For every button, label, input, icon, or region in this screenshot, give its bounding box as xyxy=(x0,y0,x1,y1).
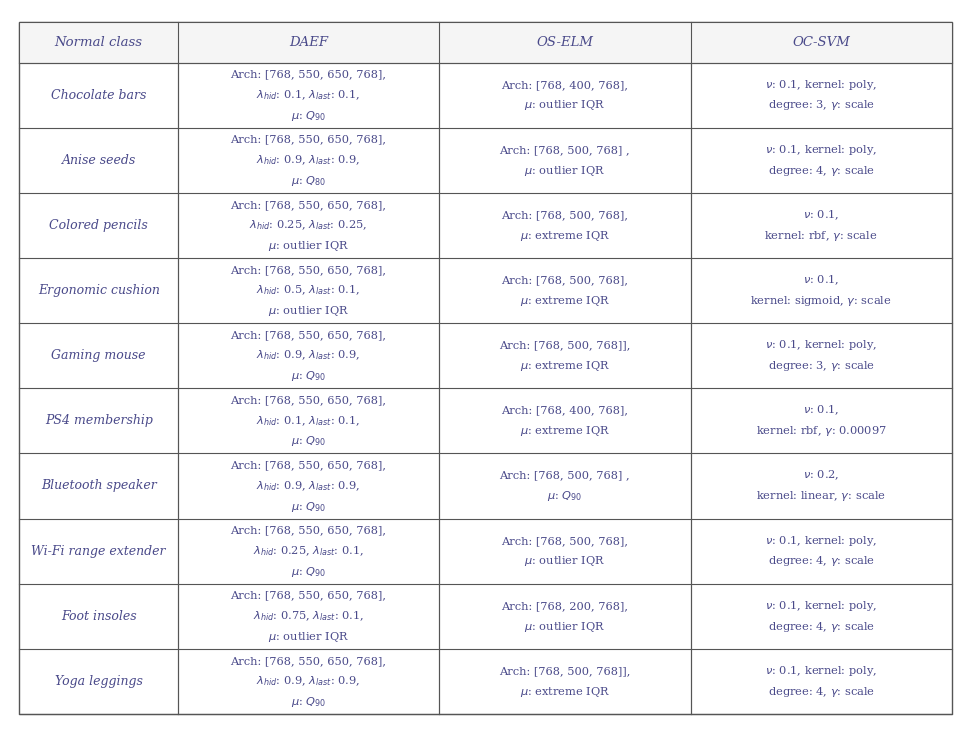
Text: Wi-Fi range extender: Wi-Fi range extender xyxy=(31,545,166,558)
Text: OC-SVM: OC-SVM xyxy=(792,36,850,49)
Text: $\mu$: outlier IQR: $\mu$: outlier IQR xyxy=(268,304,349,318)
Text: $\mu$: outlier IQR: $\mu$: outlier IQR xyxy=(524,554,605,568)
Text: Arch: [768, 500, 768]],: Arch: [768, 500, 768]], xyxy=(499,666,630,676)
Text: $\mu$: outlier IQR: $\mu$: outlier IQR xyxy=(268,239,349,253)
Text: $\nu$: 0.1, kernel: poly,: $\nu$: 0.1, kernel: poly, xyxy=(765,599,877,613)
Text: $\nu$: 0.2,: $\nu$: 0.2, xyxy=(803,469,839,482)
Text: Arch: [768, 550, 650, 768],: Arch: [768, 550, 650, 768], xyxy=(230,330,386,340)
Text: Foot insoles: Foot insoles xyxy=(61,609,137,623)
Text: $\mu$: extreme IQR: $\mu$: extreme IQR xyxy=(519,294,610,308)
Text: $\mu$: $Q_{90}$: $\mu$: $Q_{90}$ xyxy=(290,109,326,123)
Text: Colored pencils: Colored pencils xyxy=(50,219,148,232)
Text: Gaming mouse: Gaming mouse xyxy=(51,349,146,362)
Text: kernel: linear, $\gamma$: scale: kernel: linear, $\gamma$: scale xyxy=(756,489,887,503)
Text: $\mu$: $Q_{90}$: $\mu$: $Q_{90}$ xyxy=(547,489,583,503)
Text: $\nu$: 0.1, kernel: poly,: $\nu$: 0.1, kernel: poly, xyxy=(765,534,877,548)
Text: $\nu$: 0.1, kernel: poly,: $\nu$: 0.1, kernel: poly, xyxy=(765,664,877,678)
Text: degree: 4, $\gamma$: scale: degree: 4, $\gamma$: scale xyxy=(767,620,875,634)
Text: $\mu$: $Q_{90}$: $\mu$: $Q_{90}$ xyxy=(290,434,326,448)
Text: $\mu$: outlier IQR: $\mu$: outlier IQR xyxy=(524,99,605,113)
Text: DAEF: DAEF xyxy=(288,36,328,49)
Text: PS4 membership: PS4 membership xyxy=(45,414,152,428)
Text: Arch: [768, 500, 768],: Arch: [768, 500, 768], xyxy=(501,210,628,220)
Text: Arch: [768, 550, 650, 768],: Arch: [768, 550, 650, 768], xyxy=(230,526,386,536)
Text: degree: 3, $\gamma$: scale: degree: 3, $\gamma$: scale xyxy=(767,359,875,373)
Text: $\mu$: $Q_{80}$: $\mu$: $Q_{80}$ xyxy=(290,174,326,188)
Text: Arch: [768, 500, 768]],: Arch: [768, 500, 768]], xyxy=(499,340,630,350)
Text: $\mu$: $Q_{90}$: $\mu$: $Q_{90}$ xyxy=(290,369,326,383)
Text: Bluetooth speaker: Bluetooth speaker xyxy=(41,479,156,492)
Text: Arch: [768, 500, 768] ,: Arch: [768, 500, 768] , xyxy=(499,145,630,155)
Text: $\nu$: 0.1, kernel: poly,: $\nu$: 0.1, kernel: poly, xyxy=(765,78,877,92)
Text: $\mu$: extreme IQR: $\mu$: extreme IQR xyxy=(519,684,610,698)
Text: Arch: [768, 550, 650, 768],: Arch: [768, 550, 650, 768], xyxy=(230,69,386,79)
Text: Yoga leggings: Yoga leggings xyxy=(54,675,143,688)
Text: Arch: [768, 550, 650, 768],: Arch: [768, 550, 650, 768], xyxy=(230,199,386,210)
Text: degree: 4, $\gamma$: scale: degree: 4, $\gamma$: scale xyxy=(767,554,875,568)
Text: kernel: rbf, $\gamma$: scale: kernel: rbf, $\gamma$: scale xyxy=(764,229,878,243)
Text: Arch: [768, 550, 650, 768],: Arch: [768, 550, 650, 768], xyxy=(230,265,386,275)
Text: kernel: sigmoid, $\gamma$: scale: kernel: sigmoid, $\gamma$: scale xyxy=(751,294,892,308)
Text: $\mu$: outlier IQR: $\mu$: outlier IQR xyxy=(268,630,349,644)
Text: $\lambda_{hid}$: 0.1, $\lambda_{last}$: 0.1,: $\lambda_{hid}$: 0.1, $\lambda_{last}$: … xyxy=(256,88,360,102)
Text: degree: 3, $\gamma$: scale: degree: 3, $\gamma$: scale xyxy=(767,99,875,113)
Text: Arch: [768, 200, 768],: Arch: [768, 200, 768], xyxy=(501,601,628,611)
Text: Arch: [768, 550, 650, 768],: Arch: [768, 550, 650, 768], xyxy=(230,135,386,145)
Text: Arch: [768, 500, 768],: Arch: [768, 500, 768], xyxy=(501,275,628,286)
Text: $\mu$: extreme IQR: $\mu$: extreme IQR xyxy=(519,359,610,373)
Text: $\mu$: $Q_{90}$: $\mu$: $Q_{90}$ xyxy=(290,565,326,578)
Text: Arch: [768, 550, 650, 768],: Arch: [768, 550, 650, 768], xyxy=(230,460,386,470)
Text: $\lambda_{hid}$: 0.9, $\lambda_{last}$: 0.9,: $\lambda_{hid}$: 0.9, $\lambda_{last}$: … xyxy=(256,349,360,362)
Bar xyxy=(19,22,952,63)
Text: $\lambda_{hid}$: 0.25, $\lambda_{last}$: 0.25,: $\lambda_{hid}$: 0.25, $\lambda_{last}$:… xyxy=(250,219,367,232)
Text: $\nu$: 0.1,: $\nu$: 0.1, xyxy=(803,208,839,222)
Text: $\mu$: extreme IQR: $\mu$: extreme IQR xyxy=(519,424,610,438)
Text: $\nu$: 0.1,: $\nu$: 0.1, xyxy=(803,274,839,287)
Text: $\lambda_{hid}$: 0.1, $\lambda_{last}$: 0.1,: $\lambda_{hid}$: 0.1, $\lambda_{last}$: … xyxy=(256,414,360,428)
Text: Arch: [768, 500, 768] ,: Arch: [768, 500, 768] , xyxy=(499,470,630,481)
Text: $\lambda_{hid}$: 0.25, $\lambda_{last}$: 0.1,: $\lambda_{hid}$: 0.25, $\lambda_{last}$:… xyxy=(252,545,364,558)
Text: Arch: [768, 400, 768],: Arch: [768, 400, 768], xyxy=(501,79,628,90)
Text: $\nu$: 0.1, kernel: poly,: $\nu$: 0.1, kernel: poly, xyxy=(765,339,877,353)
Text: Normal class: Normal class xyxy=(54,36,143,49)
Text: Arch: [768, 400, 768],: Arch: [768, 400, 768], xyxy=(501,406,628,416)
Text: $\mu$: $Q_{90}$: $\mu$: $Q_{90}$ xyxy=(290,500,326,514)
Text: $\lambda_{hid}$: 0.9, $\lambda_{last}$: 0.9,: $\lambda_{hid}$: 0.9, $\lambda_{last}$: … xyxy=(256,675,360,688)
Text: Arch: [768, 500, 768],: Arch: [768, 500, 768], xyxy=(501,536,628,546)
Text: $\nu$: 0.1, kernel: poly,: $\nu$: 0.1, kernel: poly, xyxy=(765,143,877,157)
Text: $\mu$: outlier IQR: $\mu$: outlier IQR xyxy=(524,620,605,634)
Text: Chocolate bars: Chocolate bars xyxy=(50,88,147,102)
Text: Arch: [768, 550, 650, 768],: Arch: [768, 550, 650, 768], xyxy=(230,590,386,601)
Text: kernel: rbf, $\gamma$: 0.00097: kernel: rbf, $\gamma$: 0.00097 xyxy=(755,424,887,438)
Text: degree: 4, $\gamma$: scale: degree: 4, $\gamma$: scale xyxy=(767,163,875,177)
Text: Anise seeds: Anise seeds xyxy=(61,154,136,167)
Text: OS-ELM: OS-ELM xyxy=(536,36,593,49)
Text: $\lambda_{hid}$: 0.9, $\lambda_{last}$: 0.9,: $\lambda_{hid}$: 0.9, $\lambda_{last}$: … xyxy=(256,479,360,492)
Text: $\lambda_{hid}$: 0.9, $\lambda_{last}$: 0.9,: $\lambda_{hid}$: 0.9, $\lambda_{last}$: … xyxy=(256,154,360,167)
Text: $\mu$: $Q_{90}$: $\mu$: $Q_{90}$ xyxy=(290,695,326,709)
Text: degree: 4, $\gamma$: scale: degree: 4, $\gamma$: scale xyxy=(767,684,875,698)
Text: $\mu$: extreme IQR: $\mu$: extreme IQR xyxy=(519,229,610,243)
Text: Ergonomic cushion: Ergonomic cushion xyxy=(38,284,159,297)
Text: $\nu$: 0.1,: $\nu$: 0.1, xyxy=(803,404,839,417)
Text: $\lambda_{hid}$: 0.75, $\lambda_{last}$: 0.1,: $\lambda_{hid}$: 0.75, $\lambda_{last}$:… xyxy=(252,609,364,623)
Text: $\lambda_{hid}$: 0.5, $\lambda_{last}$: 0.1,: $\lambda_{hid}$: 0.5, $\lambda_{last}$: … xyxy=(256,284,360,297)
Text: Arch: [768, 550, 650, 768],: Arch: [768, 550, 650, 768], xyxy=(230,656,386,666)
Text: $\mu$: outlier IQR: $\mu$: outlier IQR xyxy=(524,163,605,177)
Text: Arch: [768, 550, 650, 768],: Arch: [768, 550, 650, 768], xyxy=(230,395,386,406)
